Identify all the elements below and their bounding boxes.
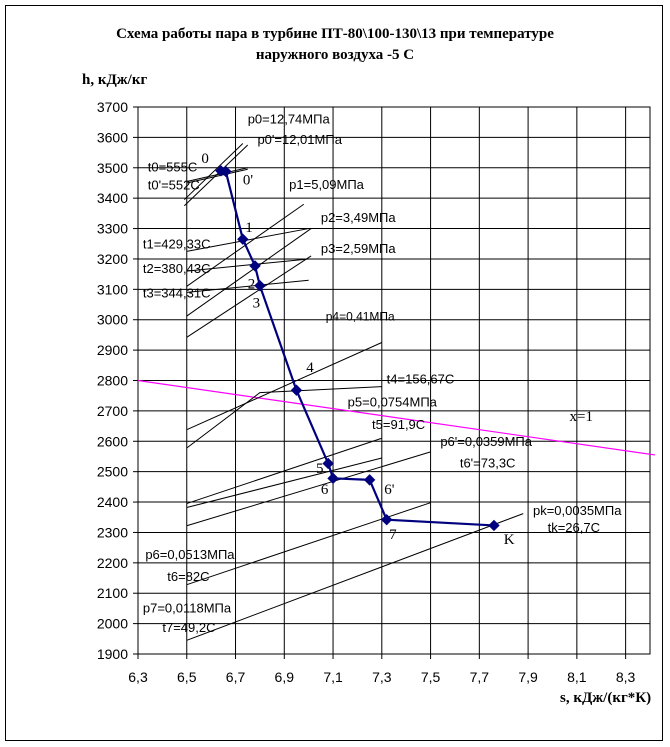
y-tick-label: 2200 — [97, 555, 128, 571]
x-axis-label: s, кДж/(кг*К) — [560, 690, 652, 706]
x-tick-label: 8,1 — [567, 669, 587, 685]
y-axis-label: h, кДж/кг — [82, 72, 148, 88]
isotherm-line — [186, 167, 248, 182]
parameter-annotation: t7=49,2C — [162, 620, 215, 635]
state-point-marker — [322, 457, 334, 470]
chart-title-line2: наружного воздуха -5 С — [255, 47, 415, 63]
state-point-marker — [327, 472, 339, 485]
isobar-line — [183, 143, 244, 201]
parameter-annotation: pk=0,0035МПа — [533, 503, 622, 518]
isobar-line — [186, 502, 431, 586]
state-point-marker — [220, 165, 232, 178]
state-point-label: 7 — [389, 527, 397, 543]
chart-title-line1: Схема работы пара в турбине ПТ-80\100-13… — [116, 26, 554, 42]
isobar-line — [186, 513, 524, 641]
parameter-annotation: p1=5,09МПа — [289, 177, 365, 192]
y-tick-label: 3100 — [97, 281, 128, 297]
x-tick-label: 6,9 — [275, 669, 295, 685]
state-point-marker — [254, 279, 266, 292]
state-point-label: 6' — [384, 482, 395, 498]
parameter-annotation: t5=91,9C — [372, 417, 425, 432]
state-point-label: 2 — [248, 277, 256, 293]
x-tick-label: 7,9 — [518, 669, 538, 685]
parameter-annotation: p2=3,49МПа — [321, 210, 397, 225]
state-point-marker — [380, 513, 393, 526]
state-point-label: 6 — [321, 482, 329, 498]
parameter-annotation: t1=429,33C — [143, 236, 211, 251]
y-tick-label: 2000 — [97, 616, 128, 632]
state-point-label: 5 — [316, 461, 324, 477]
y-tick-label: 2100 — [97, 585, 128, 601]
y-tick-label: 2600 — [97, 433, 128, 449]
state-point-label: 1 — [245, 220, 253, 236]
x-tick-label: 6,5 — [177, 669, 197, 685]
y-tick-label: 3600 — [97, 129, 128, 145]
x-tick-label: 7,3 — [372, 669, 392, 685]
parameter-annotation: p0'=12,01МПа — [257, 132, 342, 147]
state-point-marker — [363, 474, 376, 486]
x-tick-label: 7,1 — [323, 669, 343, 685]
state-point-marker — [488, 519, 500, 532]
y-tick-label: 3400 — [97, 190, 128, 206]
state-point-marker — [290, 384, 303, 396]
state-point-label: x=1 — [570, 409, 593, 425]
state-point-label: K — [504, 532, 515, 548]
isotherm-line — [186, 279, 309, 293]
y-tick-label: 3700 — [97, 99, 128, 115]
state-point-label: 0 — [201, 151, 209, 167]
parameter-annotation: p0=12,74МПа — [248, 112, 331, 127]
y-tick-label: 2800 — [97, 373, 128, 389]
isotherm-line — [186, 258, 309, 272]
isobar-line — [186, 342, 383, 431]
y-tick-label: 3500 — [97, 160, 128, 176]
parameter-annotation: t4=156,67C — [387, 372, 455, 387]
parameter-annotation: t2=380,43C — [143, 261, 211, 276]
x-tick-label: 7,7 — [470, 669, 490, 685]
isotherm-line — [186, 168, 248, 184]
y-tick-label: 3300 — [97, 221, 128, 237]
isotherm-line — [186, 386, 382, 449]
y-tick-label: 3200 — [97, 251, 128, 267]
isobar-line — [186, 228, 312, 317]
state-point-marker — [249, 260, 261, 272]
parameter-annotation: p6'=0,0359МПа — [440, 434, 532, 449]
isobar-line — [186, 457, 382, 509]
x-tick-label: 6,7 — [226, 669, 246, 685]
parameter-annotation: p3=2,59МПа — [321, 241, 397, 256]
x-tick-label: 7,5 — [421, 669, 441, 685]
parameter-annotation: p7=0,0118МПа — [143, 600, 232, 615]
y-tick-label: 2300 — [97, 524, 128, 540]
parameter-annotation: t6=82C — [167, 569, 209, 584]
isobar-line — [186, 451, 431, 527]
y-tick-label: 2400 — [97, 494, 128, 510]
y-tick-label: 2700 — [97, 403, 128, 419]
parameter-annotation: p5=0,0754МПа — [348, 395, 438, 410]
isobar-line — [186, 255, 312, 338]
parameter-annotation: t0=555C — [148, 160, 198, 175]
parameter-annotation: p6=0,0513МПа — [145, 547, 235, 562]
saturation-line — [137, 379, 655, 456]
y-tick-label: 3000 — [97, 312, 128, 328]
state-point-label: 4 — [306, 360, 314, 376]
parameter-annotation: tk=26,7C — [548, 520, 600, 535]
parameter-annotation: t0'=552C — [148, 178, 200, 193]
y-tick-label: 1900 — [97, 646, 128, 662]
x-tick-label: 8,3 — [616, 669, 636, 685]
y-tick-label: 2900 — [97, 342, 128, 358]
chart-frame — [5, 5, 663, 741]
isobar-line — [186, 437, 382, 505]
state-point-marker — [237, 233, 249, 245]
parameter-annotation: p4=0,41МПа — [326, 309, 395, 323]
parameter-annotation: t6'=73,3C — [460, 455, 516, 470]
y-tick-label: 2500 — [97, 464, 128, 480]
x-tick-label: 6,3 — [128, 669, 148, 685]
state-point-label: 0' — [243, 172, 254, 188]
state-point-label: 3 — [253, 296, 260, 312]
parameter-annotation: t3=344,31C — [143, 286, 211, 301]
